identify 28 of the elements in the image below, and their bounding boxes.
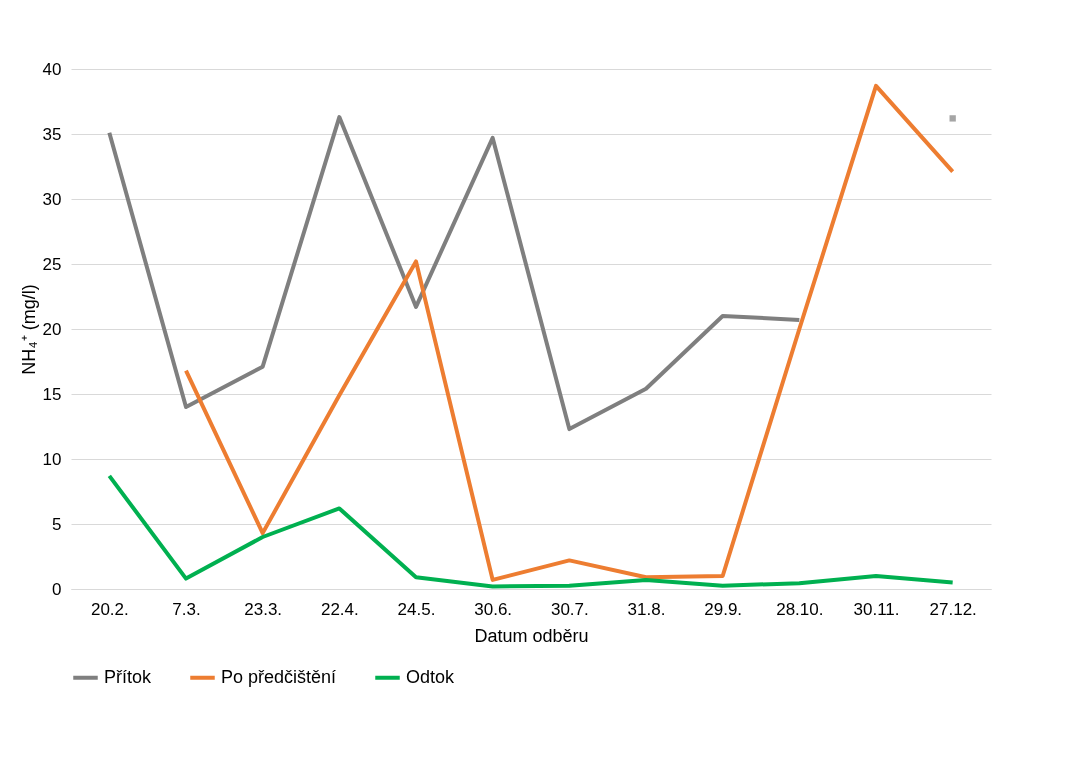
line-series [184, 83, 955, 582]
y-tick-label: 20 [42, 319, 62, 339]
y-tick-label: 35 [42, 124, 62, 144]
legend-label: Odtok [406, 666, 456, 687]
y-tick-label: 25 [42, 254, 62, 274]
x-tick-label: 22.4. [320, 599, 359, 619]
x-tick-label: 23.3. [244, 599, 283, 619]
line-series [107, 473, 955, 589]
x-tick-label: 27.12. [929, 599, 977, 619]
y-tick-label: 30 [42, 189, 62, 209]
y-tick-label: 0 [52, 579, 62, 599]
y-tick-label: 15 [42, 384, 62, 404]
y-axis-title: NH₄⁺ (mg/l) [18, 284, 39, 375]
x-tick-label: 30.6. [474, 599, 513, 619]
legend-label: Přítok [104, 666, 153, 687]
x-tick-label: 30.11. [853, 599, 900, 619]
x-tick-label: 20.2. [90, 599, 129, 619]
x-tick-label: 7.3. [172, 599, 201, 619]
legend-label: Po předčištění [221, 666, 337, 687]
x-axis-title: Datum odběru [474, 625, 589, 646]
x-tick-label: 31.8. [627, 599, 666, 619]
x-tick-label: 24.5. [397, 599, 436, 619]
y-tick-label: 10 [42, 449, 62, 469]
x-tick-label: 30.7. [550, 599, 589, 619]
y-tick-label: 5 [52, 514, 62, 534]
x-tick-label: 29.9. [704, 599, 743, 619]
y-tick-label: 40 [42, 59, 62, 79]
x-tick-label: 28.10. [776, 599, 824, 619]
